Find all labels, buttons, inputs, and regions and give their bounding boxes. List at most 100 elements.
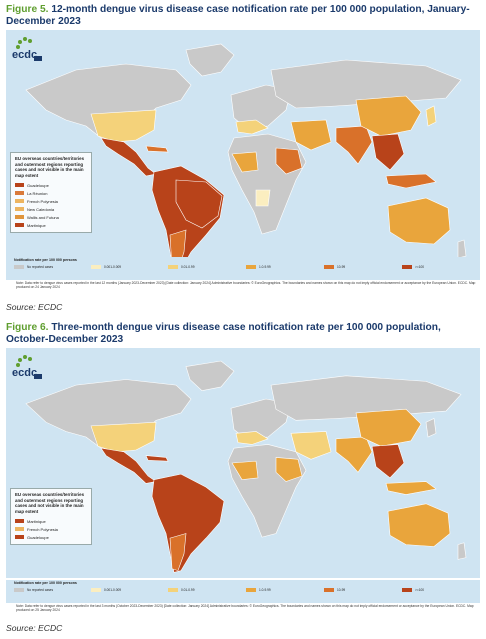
legend-swatch: [15, 191, 24, 196]
southeast-asia: [371, 133, 405, 171]
rate-label: 1.0-9.99: [259, 265, 271, 269]
rate-swatch: [91, 265, 101, 269]
legend-label: La Réunion: [27, 190, 48, 196]
australia: [387, 197, 451, 245]
rate-swatch: [14, 588, 24, 592]
rate-class: 1.0-9.99: [246, 265, 271, 269]
legend-title: EU overseas countries/territories and ou…: [15, 492, 85, 514]
legend-label: Guadeloupe: [27, 182, 49, 188]
legend-title: EU overseas countries/territories and ou…: [15, 156, 85, 178]
new-zealand: [457, 542, 467, 560]
sudan-ethiopia: [275, 147, 303, 175]
figure-5-title-text: 12-month dengue virus disease case notif…: [6, 4, 470, 27]
japan: [425, 105, 437, 127]
rate-class: >=100: [402, 588, 424, 592]
ecdc-logo: ecdc: [10, 352, 44, 382]
legend-label: French Polynesia: [27, 198, 58, 204]
rate-label: 0.01-0.99: [181, 588, 195, 592]
legend-label: New Caledonia: [27, 206, 55, 212]
rate-class: 0.01-0.99: [168, 265, 194, 269]
west-africa: [231, 460, 259, 480]
figure-6-title: Figure 6. Three-month dengue virus disea…: [6, 322, 480, 346]
legend-label: Guadeloupe: [27, 534, 49, 540]
indonesia: [385, 481, 437, 495]
figure-5-rate-legend: Notification rate per 100 000 persons No…: [6, 257, 480, 280]
rate-legend-title: Notification rate per 100 000 persons: [14, 258, 77, 262]
map-note: Note: Data refer to dengue virus cases r…: [16, 281, 476, 290]
rate-swatch: [168, 265, 178, 269]
rate-swatch: [246, 265, 256, 269]
legend-swatch: [15, 535, 24, 540]
new-zealand: [457, 239, 467, 259]
greenland: [185, 43, 235, 77]
legend-label: Wallis and Futuna: [27, 214, 59, 220]
legend-item: French Polynesia: [15, 525, 87, 533]
figure-5-number: Figure 5.: [6, 4, 49, 15]
rate-class: 0.01-0.99: [168, 588, 194, 592]
greenland: [185, 360, 235, 391]
figure-6-note: Note: Data refer to dengue virus cases r…: [6, 603, 480, 618]
rate-swatch: [402, 265, 412, 269]
caribbean: [145, 145, 169, 153]
rate-label: No reported cases: [27, 588, 54, 592]
rate-label: 0.001-0.009: [104, 588, 122, 592]
southeast-asia: [371, 444, 405, 479]
china: [355, 408, 422, 447]
legend-item: Guadeloupe: [15, 181, 87, 189]
svg-text:ecdc: ecdc: [12, 367, 37, 379]
rate-swatch: [168, 588, 178, 592]
figure-5-map: ecdc EU overseas countries/territories a…: [6, 30, 480, 278]
southern-europe: [235, 431, 269, 445]
rate-label: 10-99: [337, 265, 346, 269]
figure-6-map: ecdc EU overseas countries/territories a…: [6, 348, 480, 578]
rate-class: 1.0-9.99: [246, 588, 271, 592]
svg-text:ecdc: ecdc: [12, 49, 37, 61]
russia: [270, 375, 462, 421]
rate-label: >=100: [415, 265, 425, 269]
legend-swatch: [15, 527, 24, 532]
rate-swatch: [324, 588, 334, 592]
rate-label: >=100: [415, 588, 425, 592]
middle-east: [290, 119, 332, 151]
russia: [270, 59, 462, 109]
rate-class: No reported cases: [14, 265, 53, 269]
rate-legend-title: Notification rate per 100 000 persons: [14, 581, 77, 585]
legend-swatch: [15, 519, 24, 524]
legend-swatch: [15, 199, 24, 204]
mexico-central-america: [100, 137, 157, 177]
rate-class: 0.001-0.009: [91, 588, 121, 592]
mexico-central-america: [100, 447, 157, 484]
legend-item: Martinique: [15, 517, 87, 525]
ecdc-logo: ecdc: [10, 34, 44, 64]
legend-swatch: [15, 223, 24, 228]
rate-class: 0.001-0.009: [91, 265, 121, 269]
legend-item: French Polynesia: [15, 197, 87, 205]
southern-cone: [169, 533, 187, 571]
figure-5-title: Figure 5. 12-month dengue virus disease …: [6, 4, 480, 28]
legend-swatch: [15, 215, 24, 220]
figure-6-rate-legend: Notification rate per 100 000 persons No…: [6, 580, 480, 603]
rate-swatch: [246, 588, 256, 592]
rate-label: 10-99: [337, 588, 346, 592]
angola: [255, 189, 271, 207]
legend-item: Guadeloupe: [15, 533, 87, 541]
rate-swatch: [14, 265, 24, 269]
figure-5-legend: EU overseas countries/territories and ou…: [10, 152, 92, 234]
rate-class: >=100: [402, 265, 424, 269]
rate-label: No reported cases: [27, 265, 54, 269]
rate-swatch: [91, 588, 101, 592]
legend-label: French Polynesia: [27, 526, 58, 532]
rate-label: 0.01-0.99: [181, 265, 195, 269]
figure-5-note: Note: Data refer to dengue virus cases r…: [6, 280, 480, 296]
legend-label: Martinique: [27, 222, 46, 228]
rate-swatch: [324, 265, 334, 269]
figure-6-number: Figure 6.: [6, 322, 49, 333]
sudan-ethiopia: [275, 457, 303, 482]
usa: [90, 109, 157, 143]
rate-label: 1.0-9.99: [259, 588, 271, 592]
legend-item: New Caledonia: [15, 205, 87, 213]
southern-europe: [235, 119, 269, 135]
rate-class: No reported cases: [14, 588, 53, 592]
rate-class: 10-99: [324, 588, 345, 592]
figure-6-legend: EU overseas countries/territories and ou…: [10, 488, 92, 546]
